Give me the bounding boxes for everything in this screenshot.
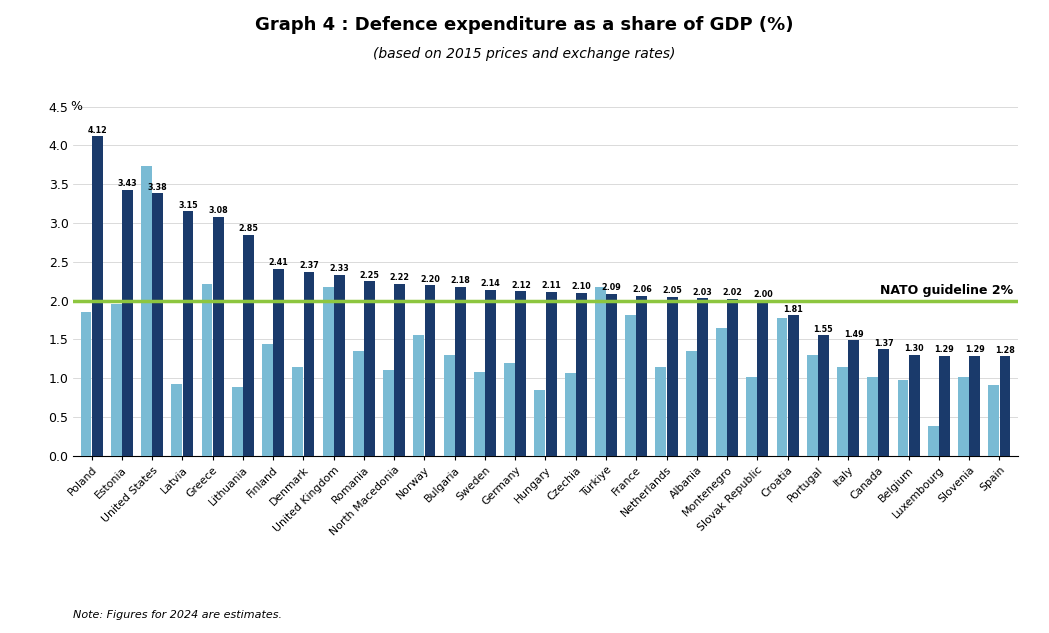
Bar bbox=[243, 235, 254, 456]
Bar bbox=[908, 355, 920, 456]
Text: 2.85: 2.85 bbox=[238, 224, 258, 233]
Text: 2.22: 2.22 bbox=[390, 273, 410, 282]
Bar bbox=[111, 304, 122, 456]
Text: 2.10: 2.10 bbox=[572, 282, 592, 291]
Bar bbox=[1000, 356, 1010, 456]
Bar bbox=[849, 340, 859, 456]
Bar bbox=[898, 380, 908, 456]
Text: 1.37: 1.37 bbox=[874, 339, 894, 348]
Bar bbox=[878, 349, 890, 456]
Text: 3.38: 3.38 bbox=[148, 183, 168, 192]
Bar bbox=[958, 377, 969, 456]
Bar bbox=[485, 290, 496, 456]
Text: (based on 2015 prices and exchange rates): (based on 2015 prices and exchange rates… bbox=[373, 47, 676, 61]
Bar bbox=[171, 384, 183, 456]
Bar bbox=[183, 211, 193, 456]
Bar bbox=[606, 294, 617, 456]
Bar bbox=[757, 301, 768, 456]
Bar bbox=[383, 370, 394, 456]
Bar bbox=[988, 385, 1000, 456]
Bar bbox=[656, 367, 666, 456]
Bar bbox=[323, 287, 334, 456]
Text: 2.09: 2.09 bbox=[602, 283, 621, 292]
Text: NATO guideline 2%: NATO guideline 2% bbox=[880, 284, 1012, 297]
Text: 1.28: 1.28 bbox=[996, 346, 1015, 355]
Bar bbox=[364, 281, 374, 456]
Text: 1.55: 1.55 bbox=[814, 325, 833, 334]
Text: 1.29: 1.29 bbox=[935, 345, 955, 354]
Bar bbox=[413, 335, 424, 456]
Text: 4.12: 4.12 bbox=[87, 125, 107, 135]
Bar bbox=[776, 318, 788, 456]
Bar bbox=[637, 296, 647, 456]
Bar bbox=[394, 284, 405, 456]
Bar bbox=[81, 312, 91, 456]
Bar bbox=[969, 356, 980, 456]
Bar bbox=[727, 299, 738, 456]
Bar bbox=[686, 351, 697, 456]
Text: 2.03: 2.03 bbox=[692, 287, 712, 297]
Bar bbox=[303, 272, 315, 456]
Text: 2.14: 2.14 bbox=[480, 279, 500, 288]
Bar bbox=[474, 372, 485, 456]
Bar bbox=[515, 291, 527, 456]
Bar bbox=[868, 377, 878, 456]
Bar bbox=[667, 297, 678, 456]
Bar bbox=[505, 363, 515, 456]
Bar bbox=[576, 293, 586, 456]
Text: 2.02: 2.02 bbox=[723, 289, 743, 298]
Text: 1.29: 1.29 bbox=[965, 345, 985, 354]
Bar bbox=[213, 216, 223, 456]
Text: Note: Figures for 2024 are estimates.: Note: Figures for 2024 are estimates. bbox=[73, 610, 282, 620]
Bar bbox=[352, 351, 364, 456]
Text: 2.11: 2.11 bbox=[541, 282, 561, 291]
Bar bbox=[293, 367, 303, 456]
Bar bbox=[122, 190, 133, 456]
Text: 1.49: 1.49 bbox=[843, 330, 863, 339]
Text: 3.15: 3.15 bbox=[178, 201, 198, 210]
Bar bbox=[807, 355, 817, 456]
Text: 2.37: 2.37 bbox=[299, 261, 319, 270]
Bar bbox=[444, 355, 454, 456]
Bar bbox=[274, 269, 284, 456]
Text: 2.12: 2.12 bbox=[511, 280, 531, 290]
Text: 1.30: 1.30 bbox=[904, 344, 924, 353]
Text: 2.05: 2.05 bbox=[662, 286, 682, 295]
Bar bbox=[455, 287, 466, 456]
Bar bbox=[152, 194, 164, 456]
Bar bbox=[91, 136, 103, 456]
Text: 2.00: 2.00 bbox=[753, 290, 773, 299]
Bar bbox=[697, 298, 708, 456]
Bar bbox=[425, 285, 435, 456]
Text: Graph 4 : Defence expenditure as a share of GDP (%): Graph 4 : Defence expenditure as a share… bbox=[255, 16, 794, 34]
Text: 2.20: 2.20 bbox=[420, 275, 440, 284]
Bar bbox=[534, 390, 545, 456]
Bar bbox=[262, 344, 273, 456]
Bar bbox=[788, 315, 798, 456]
Bar bbox=[927, 426, 939, 456]
Text: 2.18: 2.18 bbox=[450, 276, 470, 285]
Bar bbox=[334, 275, 345, 456]
Bar bbox=[232, 387, 242, 456]
Bar bbox=[939, 356, 950, 456]
Bar bbox=[625, 315, 636, 456]
Bar bbox=[818, 335, 829, 456]
Text: 3.08: 3.08 bbox=[209, 206, 228, 215]
Text: 3.43: 3.43 bbox=[117, 179, 137, 188]
Bar bbox=[595, 287, 606, 456]
Text: 2.06: 2.06 bbox=[631, 285, 651, 294]
Bar bbox=[201, 284, 213, 456]
Text: 2.25: 2.25 bbox=[360, 271, 380, 280]
Bar bbox=[141, 166, 152, 456]
Bar bbox=[564, 373, 576, 456]
Bar bbox=[716, 328, 727, 456]
Bar bbox=[545, 292, 557, 456]
Text: 2.33: 2.33 bbox=[329, 265, 349, 273]
Bar bbox=[746, 377, 757, 456]
Text: 2.41: 2.41 bbox=[269, 258, 288, 267]
Text: 1.81: 1.81 bbox=[784, 304, 804, 314]
Text: %: % bbox=[70, 101, 83, 113]
Bar bbox=[837, 367, 848, 456]
